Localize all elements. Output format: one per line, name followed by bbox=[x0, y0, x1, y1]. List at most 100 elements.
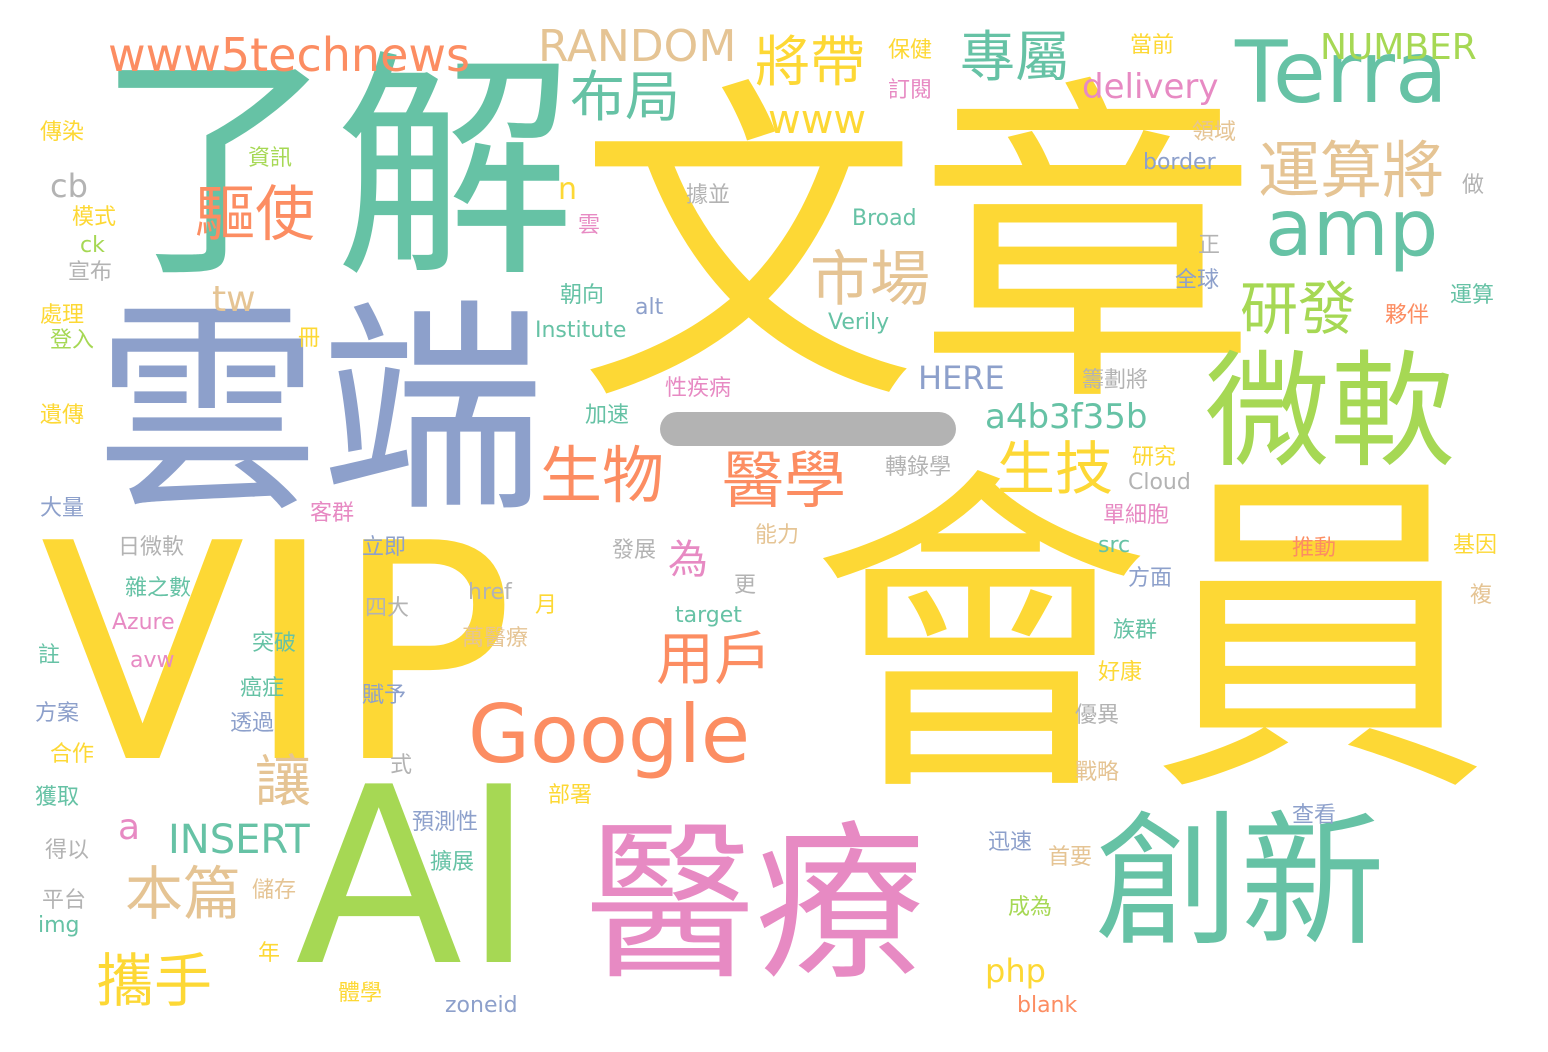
cloud-word: 冊 bbox=[298, 326, 321, 351]
cloud-word: 得以 bbox=[45, 838, 90, 863]
cloud-word: 醫療 bbox=[585, 806, 926, 1004]
cloud-word: 全球 bbox=[1175, 268, 1220, 293]
cloud-word: 成為 bbox=[1008, 895, 1053, 920]
cloud-word: php bbox=[985, 952, 1046, 990]
cloud-word: zoneid bbox=[445, 993, 518, 1018]
cloud-word: 推動 bbox=[1292, 536, 1337, 561]
cloud-word: 將帶 bbox=[755, 30, 866, 94]
cloud-word: 查看 bbox=[1292, 803, 1337, 828]
cloud-word: 更 bbox=[734, 573, 757, 598]
cloud-word: 基因 bbox=[1453, 533, 1498, 558]
cloud-word: 了解 bbox=[95, 30, 576, 310]
cloud-word: 領域 bbox=[1192, 120, 1237, 145]
cloud-word: 戰略 bbox=[1075, 760, 1120, 785]
cloud-word: Broad bbox=[852, 206, 917, 231]
cloud-word: a4b3f35b bbox=[985, 397, 1148, 437]
cloud-word: cb bbox=[50, 167, 88, 205]
cloud-word: 癌症 bbox=[240, 676, 285, 701]
cloud-word: 模式 bbox=[72, 205, 117, 230]
cloud-word: 月 bbox=[535, 593, 558, 618]
cloud-word: 當前 bbox=[1130, 33, 1175, 58]
cloud-word: INSERT bbox=[168, 817, 310, 863]
cloud-word: 性疾病 bbox=[665, 376, 732, 401]
cloud-word: 年 bbox=[258, 941, 281, 966]
cloud-word: 創新 bbox=[1095, 798, 1385, 967]
cloud-word: 運算 bbox=[1450, 283, 1495, 308]
cloud-word: 優異 bbox=[1075, 703, 1120, 728]
cloud-word: 好康 bbox=[1098, 660, 1143, 685]
cloud-word: 用戶 bbox=[656, 625, 773, 693]
cloud-word: 賦予 bbox=[362, 683, 407, 708]
cloud-word: 合作 bbox=[50, 742, 95, 767]
cloud-word: tw bbox=[212, 279, 256, 320]
cloud-word: 大量 bbox=[40, 496, 85, 521]
cloud-word: 突破 bbox=[252, 631, 297, 656]
cloud-word: border bbox=[1143, 150, 1216, 175]
cloud-word: 生技 bbox=[997, 435, 1114, 503]
cloud-word: 保健 bbox=[888, 38, 933, 63]
cloud-word: Azure bbox=[112, 610, 175, 635]
cloud-word: 布局 bbox=[570, 65, 681, 129]
cloud-word: VIP bbox=[40, 480, 515, 829]
cloud-word: 雲 bbox=[578, 213, 601, 238]
cloud-word: 複 bbox=[1470, 583, 1493, 608]
cloud-word: 據並 bbox=[686, 183, 731, 208]
cloud-word: Cloud bbox=[1128, 470, 1191, 495]
cloud-word: Institute bbox=[535, 318, 627, 343]
cloud-word: 微軟 bbox=[1205, 340, 1455, 485]
cloud-word: alt bbox=[635, 295, 664, 320]
cloud-word: 透過 bbox=[230, 711, 275, 736]
cloud-word: 加速 bbox=[585, 403, 630, 428]
cloud-word: 生物 bbox=[540, 439, 665, 512]
cloud-word: 專屬 bbox=[960, 25, 1071, 89]
cloud-word: 迅速 bbox=[988, 830, 1033, 855]
cloud-word: 發展 bbox=[612, 538, 657, 563]
cloud-word: img bbox=[38, 913, 80, 938]
cloud-word: Terra bbox=[1235, 23, 1448, 123]
cloud-word: 文章 bbox=[578, 52, 1258, 448]
cloud-word: 登入 bbox=[50, 328, 95, 353]
cloud-word: 平台 bbox=[42, 888, 87, 913]
cloud-word: 雲端 bbox=[95, 281, 545, 543]
cloud-word: n bbox=[558, 172, 578, 207]
cloud-word: 正 bbox=[1198, 233, 1221, 258]
cloud-word: 本篇 bbox=[125, 860, 242, 928]
cloud-word: NUMBER bbox=[1320, 27, 1477, 68]
cloud-word: blank bbox=[1017, 993, 1078, 1018]
cloud-word: 處理 bbox=[40, 303, 85, 328]
cloud-word: delivery bbox=[1082, 67, 1219, 107]
cloud-word: 註 bbox=[38, 643, 61, 668]
cloud-word: RANDOM bbox=[538, 21, 737, 72]
cloud-word: target bbox=[675, 603, 742, 628]
cloud-word: AI bbox=[295, 735, 535, 1020]
cloud-word: 研究 bbox=[1132, 445, 1177, 470]
cloud-word: 儲存 bbox=[252, 878, 297, 903]
cloud-word: href bbox=[468, 580, 512, 605]
cloud-word: 體學 bbox=[338, 981, 383, 1006]
cloud-word: 客群 bbox=[310, 501, 355, 526]
cloud-word: 朝向 bbox=[560, 283, 605, 308]
cloud-word: 轉錄學 bbox=[885, 455, 952, 480]
cloud-word: Verily bbox=[828, 310, 890, 335]
cloud-word: 雜之數 bbox=[125, 576, 192, 601]
cloud-word: www bbox=[768, 97, 867, 143]
cloud-word: 為 bbox=[668, 537, 708, 583]
cloud-word: 首要 bbox=[1048, 845, 1093, 870]
cloud-word: 獲取 bbox=[35, 785, 80, 810]
cloud-word: 資訊 bbox=[248, 146, 293, 171]
cloud-word: 做 bbox=[1462, 173, 1485, 198]
cloud-word: 攜手 bbox=[96, 947, 213, 1015]
cloud-word: 方面 bbox=[1128, 566, 1173, 591]
cloud-word: 研發 bbox=[1240, 275, 1357, 343]
cloud-word: 遺傳 bbox=[40, 403, 85, 428]
cloud-word: avw bbox=[130, 648, 175, 673]
cloud-word: 式 bbox=[390, 753, 413, 778]
cloud-word: 族群 bbox=[1113, 618, 1158, 643]
cloud-word: 籌劃將 bbox=[1082, 368, 1149, 393]
cloud-word: HERE bbox=[918, 359, 1005, 397]
cloud-word: 醫學 bbox=[722, 444, 847, 517]
cloud-word: www5technews bbox=[108, 28, 470, 82]
cloud-word: 傳染 bbox=[40, 120, 85, 145]
cloud-word: amp bbox=[1265, 184, 1439, 274]
